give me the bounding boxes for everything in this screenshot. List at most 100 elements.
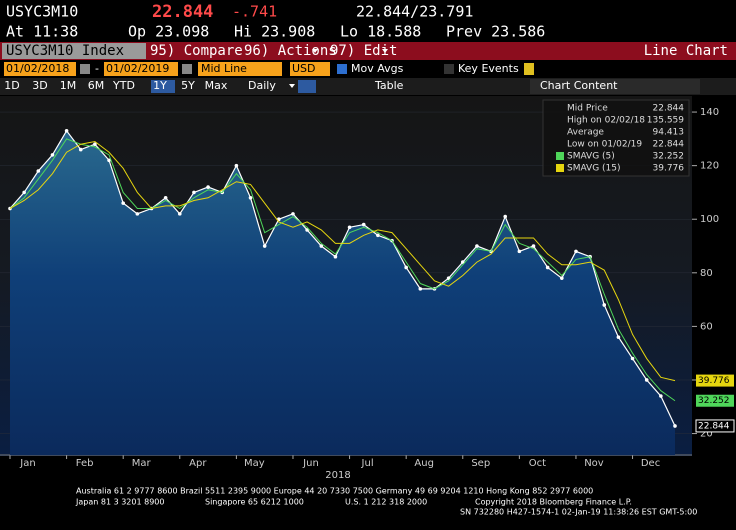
dropdown-arrow — [289, 84, 295, 88]
period-button[interactable]: 1Y — [153, 79, 167, 92]
point-marker — [319, 244, 324, 248]
y-tick-label: 60 — [700, 321, 713, 332]
period-button[interactable]: 1M — [60, 79, 77, 92]
point-marker — [107, 158, 111, 163]
x-axis-label: 2018 — [325, 470, 350, 481]
chart-content-box — [530, 79, 700, 94]
point-marker — [361, 222, 366, 227]
calendar-icon[interactable] — [80, 64, 90, 74]
point-marker — [291, 212, 295, 216]
last-value-label: 39.776 — [698, 376, 730, 386]
point-marker — [333, 254, 338, 259]
x-tick-label: Sep — [471, 458, 490, 469]
point-marker — [659, 394, 663, 398]
x-tick-label: Oct — [529, 458, 546, 469]
last-value-label: 22.844 — [698, 421, 730, 431]
separator: - — [95, 62, 99, 75]
bid-ask: 22.844/23.791 — [356, 3, 473, 21]
input[interactable] — [198, 62, 282, 76]
y-tick-label: 80 — [700, 268, 713, 279]
legend-swatch — [556, 164, 564, 172]
legend-value: 22.844 — [653, 104, 685, 114]
y-tick-label: 140 — [700, 107, 719, 118]
high: Hi 23.908 — [234, 23, 315, 41]
legend: Mid Price 22.844 High on 02/02/18 135.559 Av… — [542, 99, 690, 177]
field[interactable]: Mid Line — [201, 62, 247, 75]
price-area — [10, 130, 675, 455]
security-box[interactable] — [2, 43, 146, 59]
dropdown-arrow — [382, 49, 388, 53]
x-tick-label: Jan — [19, 458, 35, 469]
input[interactable] — [104, 62, 178, 76]
key-events[interactable]: Key Events — [458, 62, 519, 75]
point-marker — [347, 225, 352, 230]
point-marker — [206, 185, 210, 189]
point-marker — [503, 214, 508, 219]
x-tick-label: Apr — [189, 458, 207, 469]
point-marker — [616, 335, 621, 339]
chart-content[interactable]: Chart Content — [540, 79, 618, 92]
legend-value: 39.776 — [653, 164, 685, 174]
point-marker — [517, 249, 522, 254]
start-date[interactable]: 01/02/2018 — [6, 62, 69, 75]
period-button[interactable]: 6M — [88, 79, 105, 92]
last-value-box — [696, 394, 734, 407]
footer: U.S. 1 212 318 2000 — [345, 498, 427, 507]
series-line — [9, 129, 676, 427]
dropdown-arrow — [312, 49, 318, 53]
currency[interactable]: USD — [292, 62, 316, 75]
mov-avgs[interactable]: Mov Avgs — [351, 62, 404, 75]
checkbox[interactable] — [337, 64, 347, 74]
legend-label: SMAVG (5) — [567, 152, 615, 162]
input[interactable] — [4, 62, 76, 76]
security[interactable]: USYC3M10 Index — [6, 43, 124, 59]
open: Op 23.098 — [128, 23, 209, 41]
point-marker — [248, 195, 253, 200]
end-date[interactable]: 01/02/2019 — [106, 62, 169, 75]
footer: Copyright 2018 Bloomberg Finance L.P. — [475, 498, 632, 507]
x-tick-label: Dec — [641, 458, 660, 469]
point-marker — [418, 287, 423, 291]
y-tick-label: 120 — [700, 161, 719, 172]
compare[interactable]: 95) Compare — [150, 43, 243, 59]
period-button[interactable]: Max — [205, 79, 228, 92]
x-tick-label: Jul — [361, 458, 374, 469]
frequency[interactable]: Daily — [248, 79, 276, 92]
point-marker — [574, 249, 578, 254]
point-marker — [602, 303, 607, 307]
period-button[interactable]: 3D — [32, 79, 47, 92]
point-marker — [22, 190, 26, 195]
ticker: USYC3M10 — [6, 3, 78, 21]
low: Lo 18.588 — [340, 23, 421, 41]
x-tick-label: Jun — [302, 458, 319, 469]
info-icon[interactable] — [524, 63, 534, 75]
period-button[interactable]: 1D — [4, 79, 19, 92]
point-marker — [121, 201, 125, 205]
period-button[interactable]: 5Y — [181, 79, 195, 92]
point-marker — [93, 142, 97, 147]
x-tick-label: May — [244, 458, 265, 469]
calendar-icon[interactable] — [182, 64, 192, 74]
checkbox[interactable] — [444, 64, 454, 74]
point-marker — [630, 356, 635, 361]
table-button[interactable]: Table — [374, 79, 404, 92]
footer: SN 732280 H427-1574-1 02-Jan-19 11:38:26… — [460, 508, 697, 517]
legend-label: Mid Price — [567, 104, 608, 114]
x-tick-label: Feb — [76, 458, 94, 469]
legend-value: 135.559 — [647, 116, 684, 126]
line-icon[interactable] — [298, 80, 316, 93]
footer: Japan 81 3 3201 8900 — [75, 498, 164, 507]
actions[interactable]: 96) Actions — [244, 43, 337, 59]
edit[interactable]: 97) Edit — [330, 43, 397, 59]
period-button[interactable]: YTD — [112, 79, 135, 92]
point-marker — [673, 424, 677, 428]
point-marker — [475, 244, 479, 248]
legend-value: 22.844 — [653, 140, 685, 150]
point-marker — [376, 233, 380, 238]
point-marker — [50, 153, 55, 157]
time: At 11:38 — [6, 23, 78, 41]
legend-label: Average — [567, 128, 604, 138]
change: -.741 — [232, 3, 277, 21]
input[interactable] — [290, 62, 330, 76]
point-marker — [262, 244, 267, 248]
